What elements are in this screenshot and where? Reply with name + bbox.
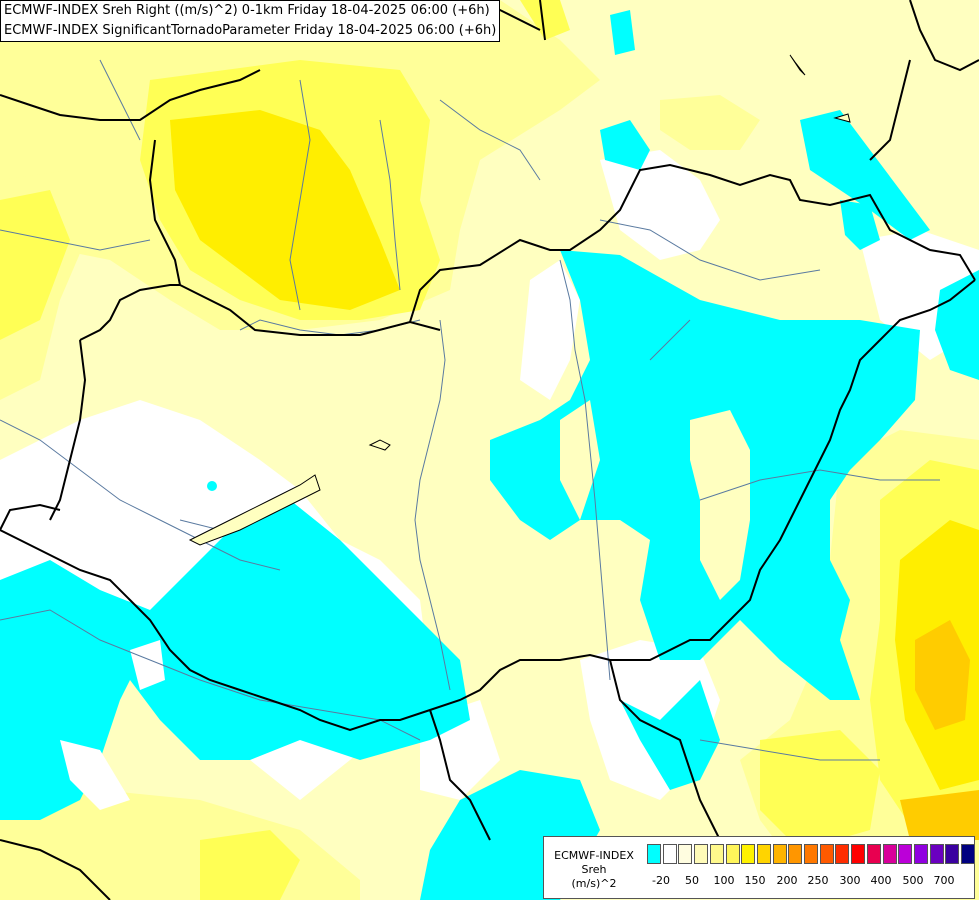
legend-swatch xyxy=(898,844,913,864)
legend-swatch xyxy=(694,844,709,864)
color-legend: ECMWF-INDEX Sreh (m/s)^2 -20 50 100 150 200 2… xyxy=(543,836,975,899)
legend-tick-label: 300 xyxy=(839,874,861,887)
legend-swatch xyxy=(772,844,787,864)
legend-swatch xyxy=(819,844,834,864)
legend-swatch xyxy=(756,844,771,864)
legend-swatch xyxy=(866,844,881,864)
legend-swatch xyxy=(961,844,975,864)
legend-tick-label: 400 xyxy=(870,874,892,887)
legend-tick-label: 250 xyxy=(807,874,829,887)
legend-swatch xyxy=(913,844,928,864)
legend-tick-label: 200 xyxy=(776,874,798,887)
legend-label: ECMWF-INDEX Sreh (m/s)^2 xyxy=(546,839,642,895)
legend-label-line-2: Sreh xyxy=(581,863,607,876)
map-title-line-1: ECMWF-INDEX Sreh Right ((m/s)^2) 0-1km F… xyxy=(4,3,490,18)
legend-swatch xyxy=(882,844,897,864)
legend-swatch xyxy=(851,844,866,864)
map-title-box: ECMWF-INDEX Sreh Right ((m/s)^2) 0-1km F… xyxy=(0,0,501,42)
legend-tick-label: 100 xyxy=(713,874,735,887)
legend-swatch xyxy=(647,844,661,864)
legend-swatch xyxy=(662,844,677,864)
legend-swatch xyxy=(741,844,756,864)
legend-tick-label: 700 xyxy=(933,874,955,887)
cyan-regions xyxy=(0,10,979,900)
lakes xyxy=(188,54,851,546)
legend-swatch xyxy=(725,844,740,864)
legend-tick-label: 50 xyxy=(685,874,699,887)
legend-tick-label: -20 xyxy=(652,874,670,887)
legend-swatch xyxy=(678,844,693,864)
legend-tick-label: 150 xyxy=(744,874,766,887)
legend-swatch xyxy=(929,844,944,864)
legend-swatch xyxy=(945,844,960,864)
legend-swatch xyxy=(804,844,818,864)
legend-label-line-3: (m/s)^2 xyxy=(571,877,617,890)
map-title-line-2: ECMWF-INDEX SignificantTornadoParameter … xyxy=(4,23,497,38)
legend-swatch xyxy=(709,844,724,864)
legend-label-line-1: ECMWF-INDEX xyxy=(554,849,634,862)
legend-tick-label: 500 xyxy=(902,874,924,887)
legend-swatch xyxy=(788,844,803,864)
rivers xyxy=(0,59,940,761)
legend-swatch xyxy=(835,844,850,864)
